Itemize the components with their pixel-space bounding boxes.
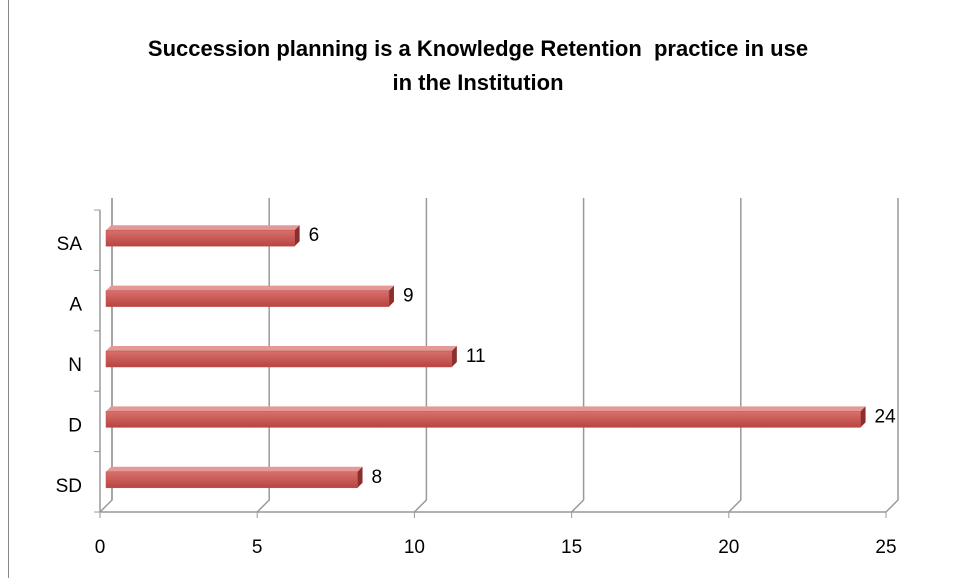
x-tick-label: 10 [404, 537, 425, 558]
chart-title: Succession planning is a Knowledge Reten… [147, 36, 815, 95]
bar-end [860, 406, 866, 428]
data-label: 6 [309, 225, 320, 246]
bar-end [357, 466, 363, 488]
bar-top [106, 225, 300, 231]
bar-end [294, 225, 300, 247]
y-tick-label: A [69, 295, 82, 316]
data-label: 11 [466, 346, 486, 367]
y-tick-label: D [68, 415, 82, 436]
bar-front [105, 471, 358, 489]
x-tick-label: 5 [252, 537, 263, 558]
bar-top [106, 466, 363, 472]
bar-top [106, 285, 394, 291]
bar-front [105, 350, 453, 368]
bar-front [105, 229, 295, 247]
data-label: 9 [403, 286, 414, 307]
bar [105, 285, 394, 307]
grid-line [413, 198, 428, 513]
grid-line [728, 198, 742, 513]
bar-end [451, 346, 457, 367]
bar-front [105, 411, 861, 428]
y-tick-label: SA [57, 234, 83, 255]
frame [8, 0, 9, 578]
grid-line [571, 198, 585, 513]
x-tick-label: 0 [95, 537, 106, 558]
y-tick-label: SD [56, 476, 82, 497]
bar [105, 225, 300, 247]
x-tick-label: 20 [718, 537, 739, 558]
grid-line [885, 198, 899, 513]
data-label: 8 [372, 467, 383, 488]
data-label: 24 [875, 406, 897, 427]
bar [105, 466, 363, 489]
y-tick-label: N [68, 355, 82, 376]
bar-top [106, 406, 866, 412]
x-tick-label: 25 [875, 537, 896, 558]
bar-end [388, 285, 394, 307]
bar [105, 346, 457, 368]
x-tick-label: 15 [561, 537, 582, 558]
bar-top [106, 346, 457, 351]
bar-front [105, 290, 390, 307]
bar [105, 406, 866, 428]
